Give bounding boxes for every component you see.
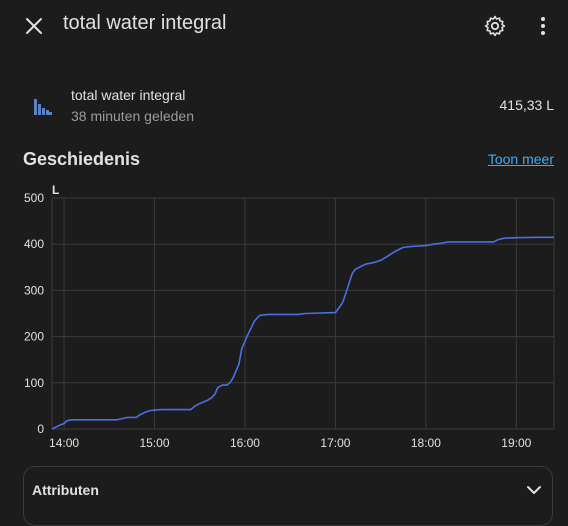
close-icon bbox=[26, 18, 42, 34]
history-title: Geschiedenis bbox=[23, 149, 141, 169]
entity-last-changed: 38 minuten geleden bbox=[71, 108, 194, 124]
x-tick-label: 15:00 bbox=[139, 436, 169, 450]
y-tick-label: 300 bbox=[24, 283, 44, 297]
dialog-header: total water integral bbox=[0, 0, 568, 52]
attributes-title: Attributen bbox=[32, 482, 99, 498]
dots-vertical-icon bbox=[541, 17, 545, 35]
y-axis-unit-label: L bbox=[52, 183, 59, 197]
series-line bbox=[51, 236, 554, 430]
y-tick-label: 0 bbox=[37, 422, 44, 436]
gear-icon bbox=[484, 15, 506, 37]
y-tick-label: 400 bbox=[24, 237, 44, 251]
entity-name: total water integral bbox=[71, 87, 186, 103]
y-tick-label: 200 bbox=[24, 330, 44, 344]
y-tick-label: 500 bbox=[24, 191, 44, 205]
bar-chart-icon bbox=[32, 96, 54, 118]
x-tick-label: 17:00 bbox=[320, 436, 350, 450]
more-options-button[interactable] bbox=[531, 14, 555, 38]
dialog-title: total water integral bbox=[63, 12, 227, 34]
entity-state-value: 415,33 L bbox=[499, 97, 555, 113]
chevron-down-icon bbox=[527, 486, 541, 494]
y-tick-label: 100 bbox=[24, 376, 44, 390]
x-tick-label: 19:00 bbox=[501, 436, 531, 450]
x-tick-label: 16:00 bbox=[230, 436, 260, 450]
attributes-expand-button[interactable] bbox=[524, 480, 544, 500]
attributes-card[interactable] bbox=[23, 466, 553, 526]
x-tick-label: 18:00 bbox=[411, 436, 441, 450]
history-chart-svg: 500 400 300 200 100 0 14:00 15:00 16:00 17:00 18:0… bbox=[24, 183, 555, 450]
close-button[interactable] bbox=[22, 14, 46, 38]
show-more-link[interactable]: Toon meer bbox=[487, 151, 554, 167]
x-tick-label: 14:00 bbox=[49, 436, 79, 450]
history-chart: 500 400 300 200 100 0 14:00 15:00 16:00 17:00 18:0… bbox=[0, 180, 568, 460]
settings-button[interactable] bbox=[483, 14, 507, 38]
